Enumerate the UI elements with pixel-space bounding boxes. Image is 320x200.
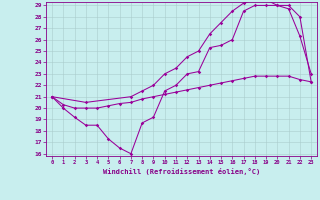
X-axis label: Windchill (Refroidissement éolien,°C): Windchill (Refroidissement éolien,°C): [103, 168, 260, 175]
